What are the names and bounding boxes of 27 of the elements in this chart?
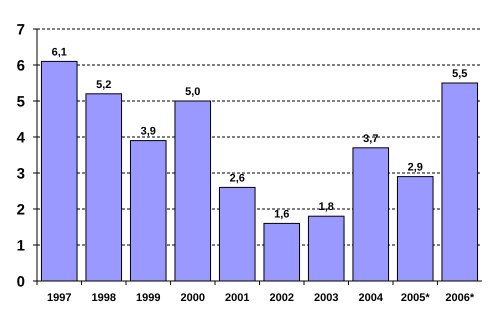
y-tick-label: 2 <box>16 201 25 218</box>
x-tick-label: 2005* <box>400 292 430 304</box>
x-tick-label: 2004 <box>358 292 384 304</box>
data-label: 1,6 <box>274 208 290 220</box>
data-label: 5,2 <box>96 78 112 91</box>
x-tick-label: 2006* <box>445 292 475 304</box>
data-label: 5,0 <box>185 86 200 98</box>
y-tick-label: 3 <box>16 165 25 182</box>
x-tick-label: 2001 <box>225 292 250 304</box>
x-tick-label: 1997 <box>47 292 72 304</box>
y-tick-label: 6 <box>16 57 25 74</box>
y-tick-label: 5 <box>16 93 25 110</box>
data-label: 6,1 <box>52 46 67 58</box>
data-label: 2,6 <box>230 172 245 184</box>
x-tick-label: 1999 <box>136 292 160 304</box>
y-tick-label: 4 <box>16 129 26 146</box>
data-label: 2,9 <box>408 162 423 174</box>
x-tick-label: 2000 <box>180 292 205 304</box>
y-tick-label: 1 <box>16 237 25 254</box>
y-tick-label: 0 <box>16 273 25 290</box>
data-label: 3,9 <box>140 126 156 138</box>
data-label: 5,5 <box>452 68 468 80</box>
x-tick-label: 1998 <box>92 292 116 304</box>
data-label: 3,7 <box>363 132 378 145</box>
x-tick-label: 2003 <box>314 292 338 304</box>
x-tick-label: 2002 <box>270 292 294 304</box>
y-tick-label: 7 <box>16 21 25 38</box>
